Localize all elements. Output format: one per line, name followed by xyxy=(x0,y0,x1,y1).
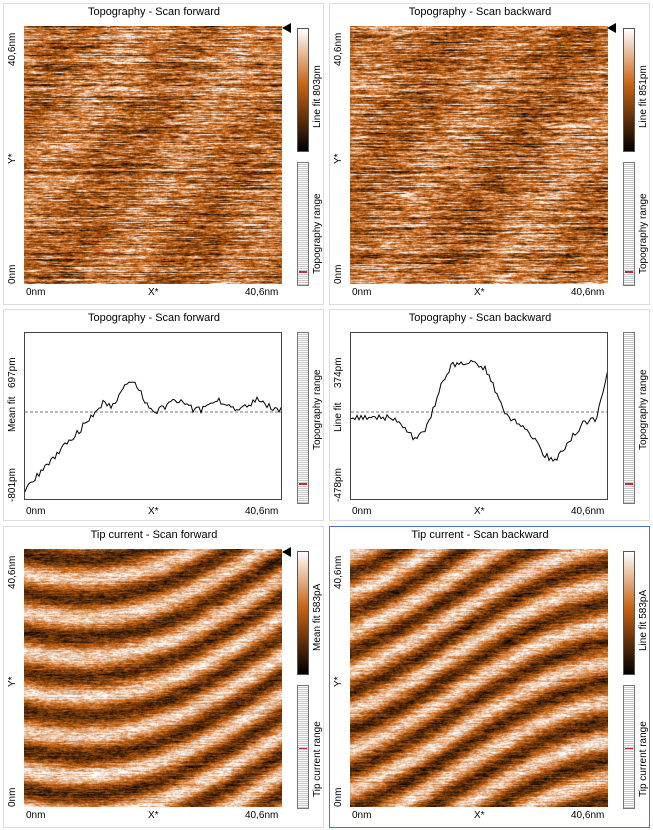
range-slider[interactable] xyxy=(623,332,635,504)
range-label: Topography range xyxy=(638,193,649,274)
y-axis-mid-label: Y* xyxy=(7,676,18,687)
y-axis-mid-label: Mean fit xyxy=(7,396,18,432)
topography-forward-profile[interactable] xyxy=(24,332,282,500)
panel-title: Topography - Scan forward xyxy=(87,312,221,324)
y-axis-bottom-label: 0nm xyxy=(7,264,18,284)
x-axis-right-label: 40,6nm xyxy=(571,287,605,298)
range-slider[interactable] xyxy=(297,685,309,809)
x-axis-left-label: 0nm xyxy=(352,810,372,821)
range-label: Topography range xyxy=(638,369,649,450)
color-scale-label: Line fit 803pm xyxy=(312,65,323,128)
y-axis-mid-label: Y* xyxy=(333,153,344,164)
y-axis-top-label: 374pm xyxy=(333,357,344,388)
y-axis-bottom-label: 0nm xyxy=(333,787,344,807)
panel-title: Topography - Scan backward xyxy=(408,6,552,18)
x-axis-mid-label: X* xyxy=(148,506,159,517)
color-scale-label: Line fit 583pA xyxy=(638,589,649,651)
range-label: Tip current range xyxy=(312,721,323,797)
x-axis-left-label: 0nm xyxy=(26,810,46,821)
y-axis-mid-label: Y* xyxy=(7,153,18,164)
panel-topography-backward-image[interactable]: Topography - Scan backward 40,6nm Y* 0nm… xyxy=(329,3,650,305)
x-axis-left-label: 0nm xyxy=(26,506,46,517)
x-axis-right-label: 40,6nm xyxy=(245,506,279,517)
range-slider[interactable] xyxy=(297,332,309,504)
x-axis-mid-label: X* xyxy=(474,287,485,298)
y-axis-bottom-label: -801pm xyxy=(7,468,18,502)
color-scale-bar[interactable] xyxy=(297,551,309,675)
profile-line xyxy=(25,381,281,493)
range-label: Tip current range xyxy=(638,721,649,797)
colormap-pointer-icon[interactable] xyxy=(282,547,291,557)
y-axis-top-label: 697pm xyxy=(7,357,18,388)
profile-line xyxy=(351,359,607,462)
x-axis-right-label: 40,6nm xyxy=(245,287,279,298)
x-axis-right-label: 40,6nm xyxy=(245,810,279,821)
y-axis-top-label: 40,6nm xyxy=(333,32,344,66)
panel-topography-backward-line[interactable]: Topography - Scan backward 374pm Line fi… xyxy=(329,309,650,521)
panel-topography-forward-line[interactable]: Topography - Scan forward 697pm Mean fit… xyxy=(3,309,324,521)
x-axis-mid-label: X* xyxy=(148,810,159,821)
y-axis-mid-label: Y* xyxy=(333,676,344,687)
range-label: Topography range xyxy=(312,193,323,274)
color-scale-bar[interactable] xyxy=(297,28,309,152)
y-axis-bottom-label: -478pm xyxy=(333,468,344,502)
range-label: Topography range xyxy=(312,369,323,450)
range-marker xyxy=(625,271,633,273)
panel-title: Topography - Scan backward xyxy=(408,312,552,324)
y-axis-bottom-label: 0nm xyxy=(333,264,344,284)
panel-title: Tip current - Scan backward xyxy=(411,529,549,541)
x-axis-left-label: 0nm xyxy=(26,287,46,298)
colormap-pointer-icon[interactable] xyxy=(607,23,616,33)
x-axis-mid-label: X* xyxy=(474,810,485,821)
x-axis-mid-label: X* xyxy=(474,506,485,517)
x-axis-right-label: 40,6nm xyxy=(571,810,605,821)
range-marker xyxy=(625,748,633,749)
panel-tip-current-backward-image[interactable]: Tip current - Scan backward 40,6nm Y* 0n… xyxy=(329,526,650,828)
tip-current-forward-image[interactable] xyxy=(24,549,282,807)
y-axis-mid-label: Line fit xyxy=(333,402,344,432)
range-marker xyxy=(299,748,307,749)
panel-topography-forward-image[interactable]: Topography - Scan forward 40,6nm Y* 0nm … xyxy=(3,3,324,305)
panel-title: Tip current - Scan forward xyxy=(90,529,218,541)
x-axis-right-label: 40,6nm xyxy=(571,506,605,517)
color-scale-label: Line fit 851pm xyxy=(638,65,649,128)
x-axis-left-label: 0nm xyxy=(352,287,372,298)
range-slider[interactable] xyxy=(623,685,635,809)
color-scale-label: Mean fit 583pA xyxy=(312,583,323,651)
color-scale-bar[interactable] xyxy=(623,551,635,675)
y-axis-top-label: 40,6nm xyxy=(333,555,344,589)
topography-backward-profile[interactable] xyxy=(350,332,608,500)
range-marker xyxy=(299,483,307,485)
range-slider[interactable] xyxy=(623,162,635,286)
range-slider[interactable] xyxy=(297,162,309,286)
panel-tip-current-forward-image[interactable]: Tip current - Scan forward 40,6nm Y* 0nm… xyxy=(3,526,324,828)
tip-current-backward-image[interactable] xyxy=(350,549,608,807)
panel-title: Topography - Scan forward xyxy=(87,6,221,18)
range-marker xyxy=(625,483,633,485)
y-axis-top-label: 40,6nm xyxy=(7,32,18,66)
range-marker xyxy=(299,271,307,273)
topography-backward-image[interactable] xyxy=(350,26,608,284)
x-axis-mid-label: X* xyxy=(148,287,159,298)
color-scale-bar[interactable] xyxy=(623,28,635,152)
colormap-pointer-icon[interactable] xyxy=(282,23,291,33)
x-axis-left-label: 0nm xyxy=(352,506,372,517)
y-axis-top-label: 40,6nm xyxy=(7,555,18,589)
y-axis-bottom-label: 0nm xyxy=(7,787,18,807)
topography-forward-image[interactable] xyxy=(24,26,282,284)
